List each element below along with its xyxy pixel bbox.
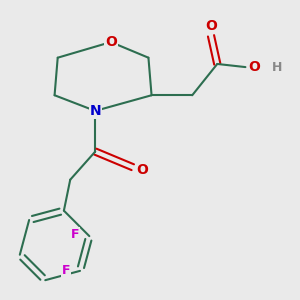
Text: F: F (71, 228, 80, 241)
Text: O: O (249, 60, 260, 74)
Text: N: N (89, 104, 101, 118)
Text: F: F (62, 264, 70, 278)
Text: H: H (272, 61, 282, 74)
Text: O: O (136, 163, 148, 177)
Text: O: O (105, 35, 117, 49)
Text: O: O (205, 20, 217, 33)
